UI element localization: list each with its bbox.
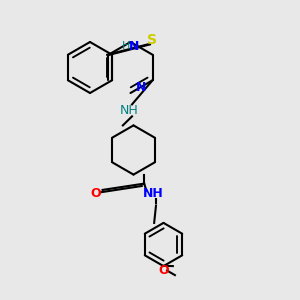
Text: O: O — [91, 187, 101, 200]
Text: N: N — [136, 81, 146, 94]
Text: H: H — [122, 40, 130, 51]
Text: O: O — [158, 264, 169, 277]
Text: N: N — [129, 40, 140, 53]
Text: S: S — [147, 34, 158, 47]
Text: NH: NH — [120, 104, 138, 118]
Text: NH: NH — [142, 187, 164, 200]
